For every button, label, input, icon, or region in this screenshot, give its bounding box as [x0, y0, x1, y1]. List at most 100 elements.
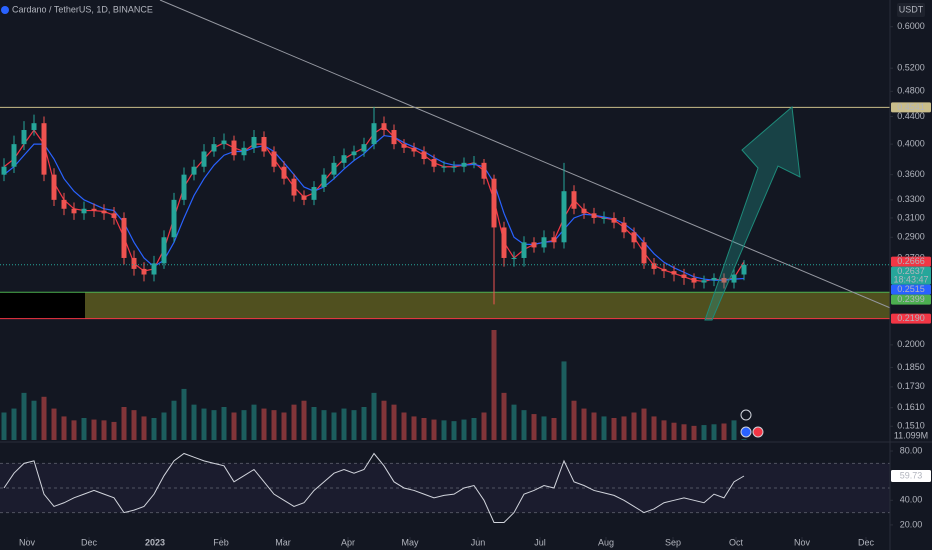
candle-body [141, 268, 147, 275]
volume-bar [421, 418, 427, 440]
trendline [159, 0, 890, 309]
x-tick-label: Aug [598, 537, 614, 547]
volume-bar [411, 416, 417, 440]
candle-body [501, 227, 507, 258]
candle-body [51, 174, 57, 200]
candle-body [201, 151, 207, 167]
rsi-tag [891, 469, 931, 482]
rsi-tick-label: 80.00 [900, 445, 923, 455]
volume-bar [21, 392, 27, 440]
candle-body [191, 166, 197, 175]
volume-bar [211, 410, 217, 440]
y-tick-label: 0.4000 [897, 139, 925, 149]
candle-body [551, 237, 557, 243]
volume-bar [221, 407, 227, 440]
candle-body [451, 166, 457, 168]
y-tick-label: 0.2000 [897, 339, 925, 349]
y-tick-label: 0.4800 [897, 86, 925, 96]
volume-bar [361, 407, 367, 440]
candle-body [211, 144, 217, 152]
volume-bar [741, 439, 747, 440]
price-tag-label: 0.2515 [897, 284, 925, 294]
volume-bar [311, 407, 317, 440]
x-tick-label: Nov [794, 537, 811, 547]
candle-body [181, 174, 187, 200]
candle-body [521, 242, 527, 258]
x-tick-label: Jul [534, 537, 546, 547]
volume-bar [541, 416, 547, 440]
volume-bar [601, 416, 607, 440]
volume-bar [631, 412, 637, 440]
volume-bar [571, 400, 577, 440]
volume-bar [661, 420, 667, 440]
volume-bar [641, 408, 647, 440]
volume-bar [121, 407, 127, 440]
candle-body [341, 155, 347, 163]
candle-body [21, 130, 27, 145]
y-tick-label: 0.1850 [897, 362, 925, 372]
candle-body [71, 208, 77, 214]
y-tick-label: 0.4400 [897, 111, 925, 121]
x-tick-label: 2023 [145, 537, 165, 547]
candle-body [131, 257, 137, 269]
x-tick-label: Mar [275, 537, 291, 547]
volume-bar [81, 418, 87, 440]
flag-icon[interactable] [740, 426, 752, 438]
y-tick-label: 0.1610 [897, 402, 925, 412]
price-pane [0, 0, 890, 440]
x-tick-label: Apr [341, 537, 355, 547]
volume-bar [291, 404, 297, 440]
event-icon[interactable] [740, 409, 752, 421]
volume-bar [591, 412, 597, 440]
candle-body [571, 191, 577, 209]
candle-body [221, 140, 227, 145]
countdown: 18:43:47 [893, 275, 928, 285]
candle-body [361, 144, 367, 152]
volume-bar [141, 416, 147, 440]
x-tick-label: May [401, 537, 419, 547]
candle-body [621, 222, 627, 233]
currency-box[interactable] [897, 3, 925, 17]
volume-bar [531, 414, 537, 440]
rsi-tick-label: 20.00 [900, 519, 923, 529]
price-tag [891, 102, 931, 113]
volume-bar [431, 419, 437, 440]
volume-label: 11.099M [894, 430, 928, 440]
volume-bar [271, 410, 277, 440]
candle-body [671, 271, 677, 275]
candle-body [541, 237, 547, 248]
volume-bar [491, 330, 497, 440]
y-tick-label: 0.5200 [897, 63, 925, 73]
candle-body [281, 166, 287, 179]
zone-left [0, 292, 85, 319]
y-tick-label: 0.6000 [897, 21, 925, 31]
candle-body [431, 158, 437, 167]
volume-bar [91, 419, 97, 440]
candle-body [241, 147, 247, 156]
candle-body [481, 162, 487, 179]
volume-bar [11, 408, 17, 440]
volume-bar [551, 418, 557, 440]
volume-bar [511, 404, 517, 440]
x-tick-label: Sep [665, 537, 681, 547]
volume-bar [41, 396, 47, 440]
candle-body [601, 217, 607, 219]
y-tick-label: 0.2900 [897, 232, 925, 242]
volume-bar [481, 412, 487, 440]
x-tick-label: Jun [471, 537, 486, 547]
arrow [704, 106, 801, 321]
candle-body [581, 208, 587, 214]
candle-body [41, 123, 47, 175]
flag-icon[interactable] [752, 426, 764, 438]
candle-body [1, 166, 7, 175]
candle-body [741, 264, 747, 275]
candle-body [81, 208, 87, 214]
x-tick-label: Nov [19, 537, 36, 547]
price-tag-label: 0.4541 [897, 102, 925, 112]
volume-bar [51, 408, 57, 440]
y-tick-label: 0.1730 [897, 381, 925, 391]
candle-body [251, 136, 257, 148]
candle-body [471, 162, 477, 164]
volume-bar [561, 361, 567, 440]
candle-body [731, 274, 737, 283]
